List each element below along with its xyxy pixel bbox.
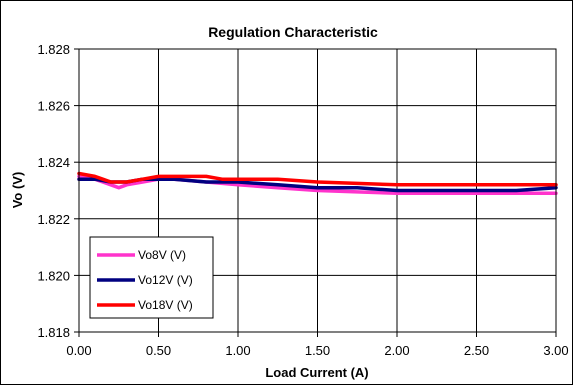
legend-label-3: Vo18V (V) (138, 298, 193, 312)
y-tick-label: 1.822 (37, 212, 70, 227)
x-tick-label: 2.00 (384, 343, 409, 358)
series-layer (77, 171, 558, 196)
y-tick-label: 1.818 (37, 325, 70, 340)
y-tick-label: 1.824 (37, 155, 70, 170)
x-tick-label: 0.00 (66, 343, 91, 358)
x-tick-label: 0.50 (146, 343, 171, 358)
x-tick-label: 1.00 (225, 343, 250, 358)
y-axis-title: Vo (V) (10, 172, 25, 209)
x-tick-label: 1.50 (305, 343, 330, 358)
x-tick-label: 3.00 (543, 343, 568, 358)
legend-label-1: Vo8V (V) (138, 248, 186, 262)
x-tick-label: 2.50 (464, 343, 489, 358)
y-tick-label: 1.828 (37, 42, 70, 57)
chart-title: Regulation Characteristic (208, 24, 378, 40)
legend: Vo8V (V) Vo12V (V) Vo18V (V) (89, 236, 214, 319)
y-tick-label: 1.820 (37, 268, 70, 283)
x-axis-title: Load Current (A) (265, 365, 368, 380)
legend-items: Vo8V (V) Vo12V (V) Vo18V (V) (97, 248, 193, 312)
tick-layer: 0.00 0.50 1.00 1.50 2.00 2.50 3.00 1.818 1.820 1.… (37, 42, 568, 358)
legend-label-2: Vo12V (V) (138, 273, 193, 287)
y-tick-label: 1.826 (37, 99, 70, 114)
series-line-3 (77, 171, 558, 187)
